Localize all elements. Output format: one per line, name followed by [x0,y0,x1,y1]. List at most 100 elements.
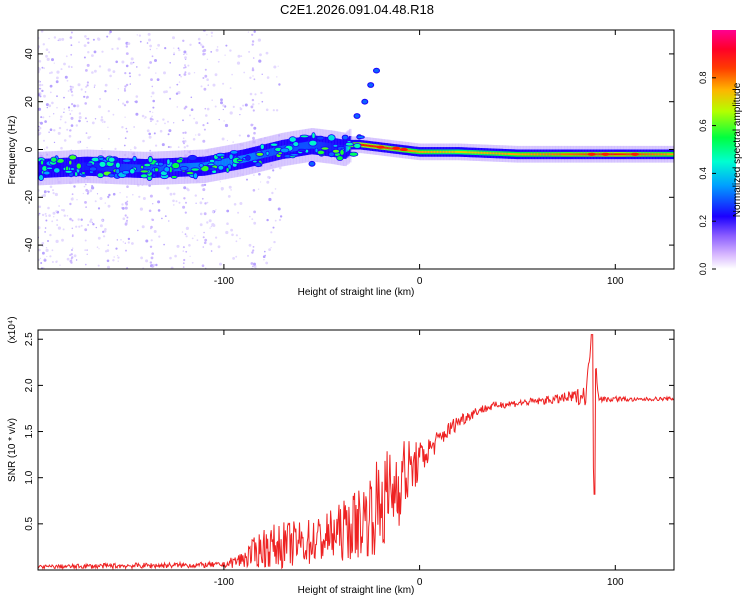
speckle-dot [49,91,52,94]
ridge-peak [507,152,511,155]
speckle-dot [141,114,145,118]
speckle-dot [44,148,46,150]
hot-spot [399,147,408,152]
speckle-dot [117,99,120,101]
speckle-dot [169,192,173,196]
speckle-dot [183,146,186,149]
streak-dot [152,203,154,205]
ridge-inner [80,162,84,171]
speckle-dot [206,78,209,81]
ridge-inner [294,143,297,152]
speckle-dot [41,122,43,124]
speckle-dot [97,236,101,240]
speckle-dot [66,79,69,82]
y-tick-label: 0 [24,146,35,152]
speckle-dot [183,186,187,190]
speckle-dot [125,64,129,68]
ridge-peak [518,153,522,156]
speckle-dot [106,249,110,253]
ridge-inner [138,164,142,173]
ridge-peak [626,153,629,156]
speckle-dot [215,48,219,52]
speckle-dot [51,220,54,223]
ridge-peak [532,153,535,156]
hot-spot [601,152,610,156]
ridge-inner [268,148,272,157]
speckle-dot [260,181,262,183]
speckle-dot [206,122,209,124]
ridge-peak [498,152,502,155]
ridge-inner [188,163,191,171]
streak-dot [151,218,155,222]
speckle-dot [41,66,44,69]
ridge-blob [289,153,299,157]
ridge-peak [479,151,482,154]
speckle-dot [231,233,234,237]
speckle-dot [188,244,191,247]
snr-x-axis: -100 0 100 [214,330,624,588]
speckle-dot [263,259,265,261]
speckle-dot [117,256,120,259]
speckle-dot [178,49,181,52]
ridge-blob [50,156,58,163]
ridge-inner [332,143,335,152]
speckle-dot [174,254,177,258]
ridge-peak [612,153,615,156]
ridge-peak [610,153,614,156]
speckle-dot [220,101,223,105]
speckle-dot [63,111,65,114]
ridge-blob [115,168,121,175]
speckle-dot [41,84,44,86]
ridge-inner [106,163,110,171]
ridge-blob [316,135,325,141]
speckle-dot [255,267,257,269]
speckle-dot [72,247,74,249]
ridge-peak [450,150,453,153]
speckle-dot [164,215,167,218]
speckle-dot [276,76,278,78]
ridge-peak [542,153,546,156]
ridge-blob [269,142,279,147]
ridge-peak [547,153,550,156]
streak-dot [86,81,89,84]
ridge-peak [464,151,467,154]
ridge-peak [567,153,570,156]
ridge-peak [564,153,567,156]
speckle-dot [80,218,83,221]
ridge-inner [129,164,132,172]
speckle-dot [41,194,44,198]
ridge-peak [500,152,503,155]
ridge-blob [43,170,51,176]
ridge-inner [306,141,310,150]
ridge-peak [417,150,420,153]
ridge-inner [52,164,55,172]
ridge-peak [409,149,413,152]
speckle-dot [253,221,257,225]
streak-dot [69,113,72,115]
speckle-dot [61,238,64,242]
speckle-dot [138,34,141,37]
ridge-inner [303,142,307,150]
speckle-dot [274,188,277,190]
speckle-dot [60,115,63,118]
y-tick-label: -40 [24,237,35,252]
ridge-inner [61,163,64,172]
speckle-dot [106,259,110,263]
streak-dot [125,127,128,130]
ridge-peak [557,153,561,156]
speckle-dot [103,120,106,124]
ridge-blob [85,162,93,167]
ridge-peak [620,153,623,156]
streak-dot [86,249,88,251]
ridge-inner [105,163,108,171]
streak-dot [204,238,208,242]
speckle-dot [117,260,119,262]
ridge-peak [503,152,506,155]
streak-dot [124,222,128,226]
streak-dot [251,40,255,43]
streak-dot [84,183,87,186]
ridge-blob [353,142,362,149]
ridge-inner [136,164,140,173]
ridge-blob [259,143,265,150]
speckle-dot [60,68,63,71]
